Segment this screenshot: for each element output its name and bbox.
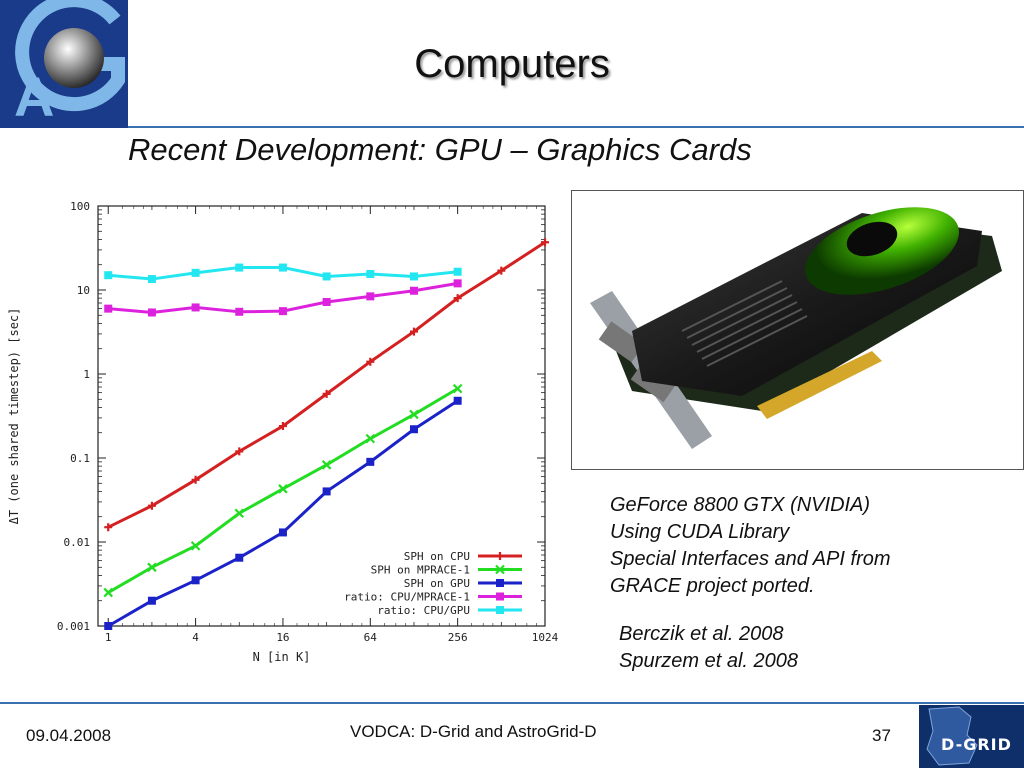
footer-date: 09.04.2008	[26, 726, 112, 745]
x-tick-label: 16	[276, 631, 289, 644]
x-tick-label: 64	[364, 631, 378, 644]
data-point	[409, 272, 418, 281]
data-point	[496, 552, 504, 560]
data-point	[235, 263, 244, 272]
data-point	[453, 294, 462, 303]
page-number: 37	[872, 726, 891, 745]
x-tick-label: 1	[105, 631, 112, 644]
data-point	[366, 270, 375, 279]
y-tick-label: 1	[83, 368, 90, 381]
note-line: Using CUDA Library	[610, 521, 790, 543]
legend-label: SPH on CPU	[404, 550, 470, 563]
logo-letter-a: A	[14, 65, 54, 128]
data-point	[452, 383, 463, 394]
data-point	[104, 622, 113, 630]
dgrid-logo-text: D-GRID	[941, 735, 1012, 754]
legend-label: SPH on GPU	[404, 577, 470, 590]
data-point	[191, 303, 200, 312]
data-point	[147, 562, 157, 573]
data-point	[235, 307, 244, 316]
data-point	[278, 484, 288, 494]
data-point	[366, 292, 375, 301]
y-tick-label: 0.1	[70, 452, 90, 465]
data-point	[322, 487, 331, 496]
page-title: Computers	[414, 42, 610, 86]
footer-divider	[0, 702, 1024, 704]
data-point	[496, 592, 504, 601]
timing-chart: 0.001 0.01 0.1 1 10 100 1 4 16 64 256 1024 SPH on C…	[0, 188, 566, 680]
data-point	[453, 267, 462, 276]
data-point	[365, 433, 376, 444]
reference-line: Berczik et al. 2008	[619, 623, 784, 645]
data-point	[496, 606, 504, 614]
note-line: GeForce 8800 GTX (NVIDIA)	[610, 494, 871, 516]
data-point	[104, 271, 113, 280]
legend-label: ratio: CPU/GPU	[377, 604, 470, 617]
data-point	[147, 275, 156, 284]
data-point	[495, 564, 505, 575]
data-point	[104, 523, 113, 532]
data-point	[409, 425, 418, 434]
data-point	[235, 553, 244, 562]
series-line	[107, 241, 546, 529]
data-point	[104, 304, 113, 313]
data-point	[103, 587, 114, 598]
y-tick-label: 10	[77, 284, 90, 297]
data-point	[235, 447, 244, 456]
references: Berczik et al. 2008 Spurzem et al. 2008	[619, 621, 798, 675]
data-point	[321, 460, 332, 470]
y-tick-label: 0.01	[64, 536, 91, 549]
x-axis-label: N [in K]	[253, 650, 311, 664]
data-point	[453, 279, 462, 288]
data-point	[147, 308, 156, 317]
data-point	[147, 596, 156, 605]
data-point	[278, 528, 287, 537]
footer-title: VODCA: D-Grid and AstroGrid-D	[350, 722, 597, 741]
data-point	[278, 263, 287, 272]
data-point	[191, 576, 200, 585]
page-subtitle: Recent Development: GPU – Graphics Cards	[128, 132, 752, 167]
data-point	[191, 475, 200, 484]
graphics-card-photo	[571, 190, 1024, 470]
plot-frame	[97, 205, 546, 627]
data-point	[322, 297, 331, 306]
data-point	[366, 357, 375, 366]
data-point	[147, 501, 156, 510]
x-tick-label: 256	[448, 631, 468, 644]
note-line: Special Interfaces and API from	[610, 548, 891, 570]
x-tick-label: 1024	[532, 631, 559, 644]
dgrid-logo: D-GRID	[919, 705, 1024, 768]
y-axis-label: ΔT (one shared timestep) [sec]	[7, 308, 21, 525]
x-tick-label: 4	[192, 631, 199, 644]
astrogrid-logo: A G	[0, 0, 128, 128]
data-point	[541, 238, 549, 247]
data-point	[278, 422, 287, 431]
data-point	[366, 457, 375, 466]
data-point	[191, 268, 200, 277]
data-point	[409, 286, 418, 295]
gpu-notes: GeForce 8800 GTX (NVIDIA) Using CUDA Lib…	[610, 492, 891, 600]
data-point	[497, 266, 506, 275]
data-point	[234, 508, 245, 519]
data-point	[496, 579, 504, 587]
header-divider	[128, 126, 1024, 128]
y-tick-label: 100	[70, 200, 90, 213]
data-point	[322, 272, 331, 281]
data-point	[409, 409, 419, 420]
legend-label: SPH on MPRACE-1	[371, 564, 470, 577]
legend-label: ratio: CPU/MPRACE-1	[344, 591, 470, 604]
data-point	[453, 396, 462, 405]
note-line: GRACE project ported.	[610, 575, 815, 597]
data-point	[409, 327, 418, 336]
reference-line: Spurzem et al. 2008	[619, 650, 798, 672]
data-point	[322, 389, 331, 398]
y-tick-label: 0.001	[57, 620, 90, 633]
data-point	[190, 541, 201, 551]
data-point	[278, 307, 287, 316]
